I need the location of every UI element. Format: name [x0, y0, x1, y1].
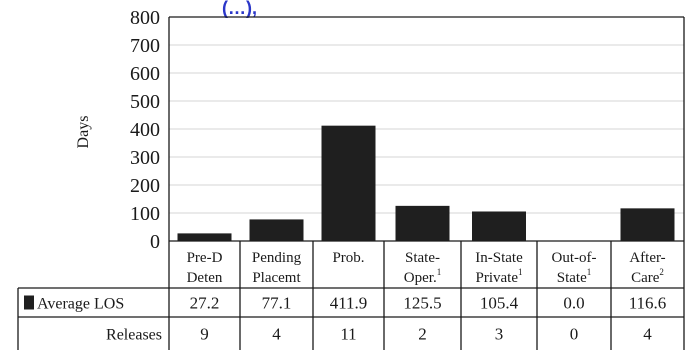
table-row-label: Releases [106, 327, 162, 344]
y-axis-label: Days [75, 116, 92, 149]
x-tick-label: Pre-D [187, 250, 223, 266]
bar [249, 219, 304, 241]
bar [395, 205, 450, 241]
y-tick-label: 200 [130, 175, 160, 197]
plot-frame [17, 16, 685, 350]
y-tick-label: 400 [130, 119, 160, 141]
x-tick-label: Private1 [476, 267, 523, 286]
y-tick-label: 700 [130, 35, 160, 57]
table-cell: 3 [495, 325, 504, 344]
table-cell: 9 [200, 325, 209, 344]
data-label: 411.9 [330, 294, 368, 313]
table-cell: 0 [570, 325, 579, 344]
x-tick-label: Placemt [252, 270, 301, 286]
x-tick-label: After- [629, 250, 665, 266]
legend-swatch [24, 295, 34, 310]
chart-title-fragment: (…), [222, 0, 257, 18]
y-tick-label: 600 [130, 63, 160, 85]
y-tick-label: 300 [130, 147, 160, 169]
bars [177, 125, 675, 241]
x-tick-label: Prob. [332, 250, 364, 266]
data-label: 116.6 [629, 294, 667, 313]
data-label: 27.2 [190, 294, 220, 313]
x-tick-label: Care2 [631, 267, 664, 286]
y-tick-label: 500 [130, 91, 160, 113]
data-table: Average LOS 27.2 77.1 411.9 125.5 105.4 0.0 116… [24, 294, 666, 344]
x-tick-label: State- [405, 250, 440, 266]
bar [472, 211, 526, 241]
x-tick-label: Out-of- [552, 250, 597, 266]
y-tick-label: 0 [150, 231, 160, 253]
y-tick-label: 800 [130, 7, 160, 29]
x-tick-label: In-State [475, 250, 523, 266]
data-label: 0.0 [563, 294, 584, 313]
x-tick-label: Deten [187, 270, 223, 286]
data-label: 105.4 [480, 294, 519, 313]
legend-label: Average LOS [37, 296, 124, 313]
data-label: 125.5 [403, 294, 441, 313]
category-labels: Pre-D Deten Pending Placemt Prob. State-Oper.… [187, 250, 666, 286]
bar [321, 125, 376, 241]
bar [620, 208, 675, 241]
gridlines [169, 44, 684, 214]
x-tick-label: Oper.1 [404, 267, 441, 286]
data-label: 77.1 [262, 294, 292, 313]
table-cell: 11 [340, 325, 356, 344]
bar [177, 233, 232, 241]
x-tick-label: State1 [557, 267, 592, 286]
x-tick-label: Pending [252, 250, 302, 266]
y-tick-label: 100 [130, 203, 160, 225]
table-cell: 4 [643, 325, 652, 344]
table-cell: 4 [272, 325, 281, 344]
table-cell: 2 [418, 325, 427, 344]
y-axis-ticks: 0 100 200 300 400 500 600 700 800 [130, 7, 160, 253]
